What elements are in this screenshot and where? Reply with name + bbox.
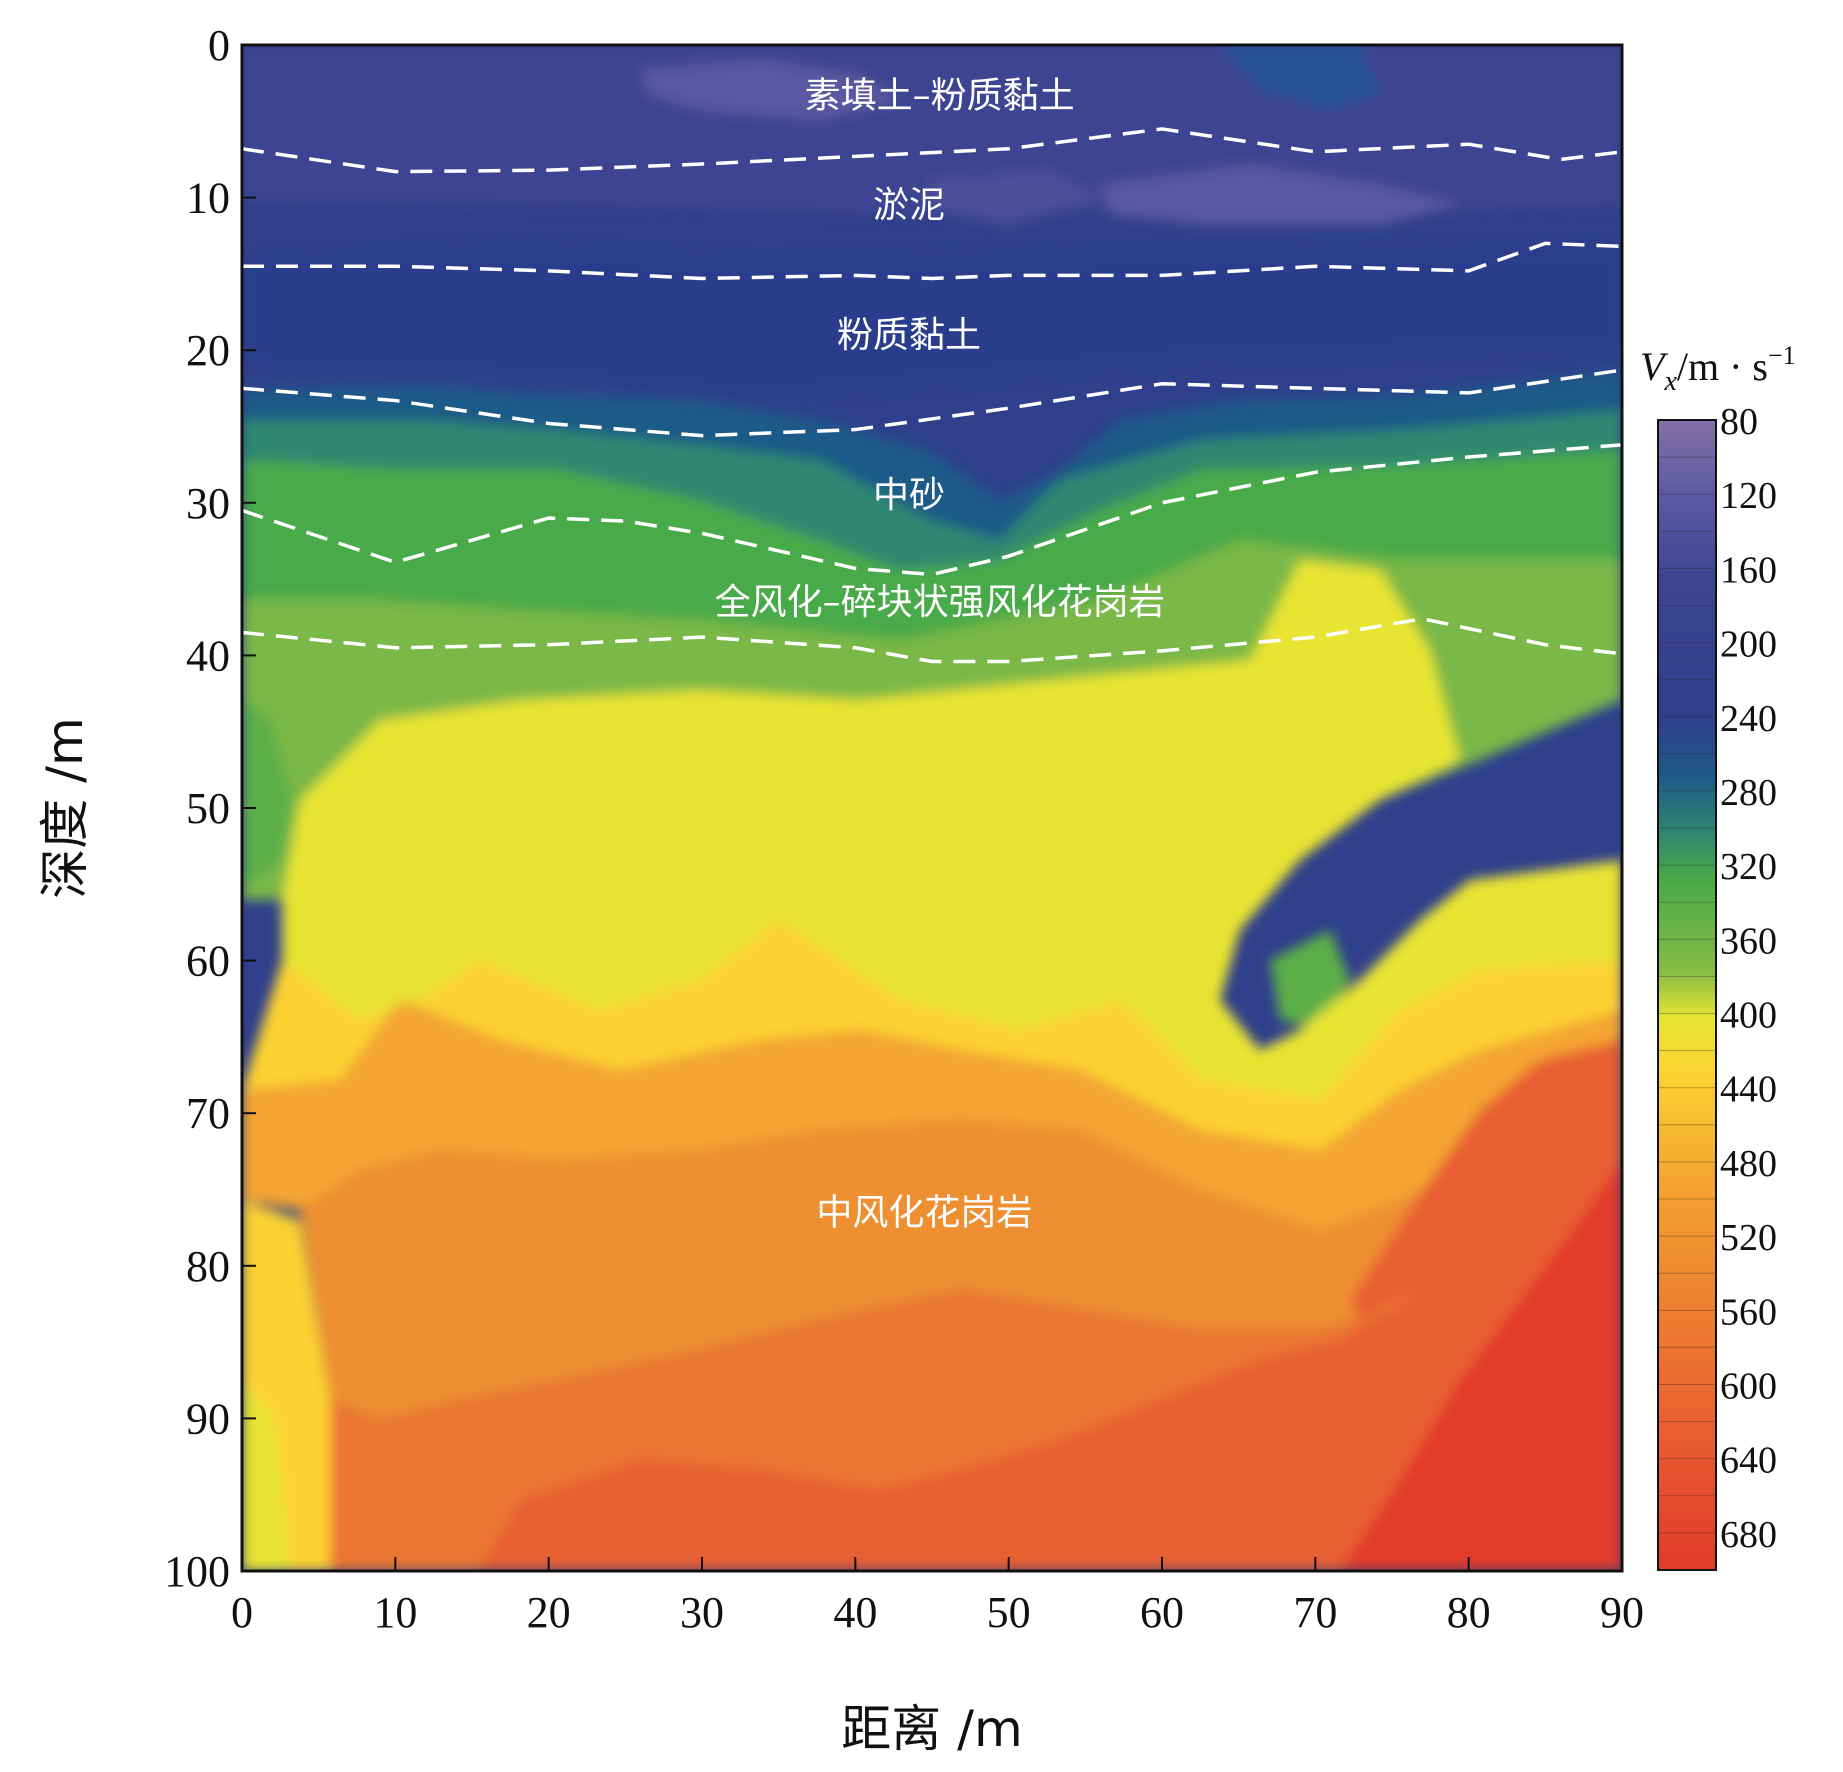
colorbar-labels: 80 120 160 200 240 280 320 360 400 440 480 520 560 60… xyxy=(1720,401,1777,1556)
colorbar-label: 600 xyxy=(1720,1366,1777,1408)
colorbar-title-unit: /m · s xyxy=(1677,344,1768,389)
field-band-red xyxy=(1340,1160,1622,1571)
y-tick-label: 40 xyxy=(186,631,230,680)
x-axis-title: 距离 /m xyxy=(841,1700,1022,1758)
colorbar-label: 320 xyxy=(1720,846,1777,888)
colorbar-label: 160 xyxy=(1720,549,1777,591)
colorbar-title: Vx/m · s−1 xyxy=(1640,341,1796,397)
field-band-yellowleft xyxy=(242,1380,290,1571)
colorbar-label: 680 xyxy=(1720,1514,1777,1556)
layer-label: 中砂 xyxy=(873,475,945,516)
x-tick-label: 90 xyxy=(1600,1588,1644,1637)
field-band-red-top xyxy=(1350,1040,1622,1320)
field-band-redorange xyxy=(480,1150,1622,1571)
y-tick-label: 20 xyxy=(186,326,230,375)
x-tick-label: 60 xyxy=(1140,1588,1184,1637)
layer-boundary-line xyxy=(242,443,1622,577)
colorbar-label: 440 xyxy=(1720,1069,1777,1111)
y-tick-label: 10 xyxy=(186,174,230,223)
colorbar-title-sub: x xyxy=(1663,366,1677,397)
y-axis: 0 10 20 30 40 50 60 70 80 90 100 xyxy=(164,21,256,1596)
colorbar-label: 120 xyxy=(1720,475,1777,517)
x-tick-label: 80 xyxy=(1447,1588,1491,1637)
y-axis-title: 深度 /m xyxy=(36,717,94,898)
colorbar: Vx/m · s−1 80 120 160 200 240 280 320 360 400 440… xyxy=(1640,341,1796,1571)
colorbar-label: 400 xyxy=(1720,995,1777,1037)
y-tick-label: 30 xyxy=(186,479,230,528)
field-band-orange-light xyxy=(242,1000,1622,1230)
layer-label: 淤泥 xyxy=(873,185,945,226)
layer-boundary-line xyxy=(242,127,1622,174)
layer-boundary-line xyxy=(242,241,1622,281)
y-tick-label: 70 xyxy=(186,1089,230,1138)
y-tick-label: 100 xyxy=(164,1547,230,1596)
colorbar-label: 200 xyxy=(1720,624,1777,666)
y-tick-label: 0 xyxy=(208,21,230,70)
field-band-seagreen xyxy=(242,410,1622,570)
y-tick-label: 50 xyxy=(186,784,230,833)
layer-label: 中风化花岗岩 xyxy=(816,1192,1032,1233)
layer-label: 粉质黏土 xyxy=(837,315,981,356)
x-tick-label: 70 xyxy=(1293,1588,1337,1637)
colorbar-gradient xyxy=(1657,419,1717,1571)
x-tick-label: 20 xyxy=(527,1588,571,1637)
x-tick-label: 50 xyxy=(987,1588,1031,1637)
x-axis: 0 10 20 30 40 50 60 70 80 90 xyxy=(231,1557,1644,1637)
colorbar-title-main: V xyxy=(1640,344,1669,389)
field-patch-lavender-3 xyxy=(930,170,1100,225)
field-band-gold xyxy=(242,920,1622,1150)
colorbar-label: 520 xyxy=(1720,1217,1777,1259)
field-patch-blue-2 xyxy=(1220,45,1380,110)
colorbar-lines xyxy=(1658,456,1716,1534)
colorbar-label: 240 xyxy=(1720,698,1777,740)
colorbar-label: 280 xyxy=(1720,772,1777,814)
x-tick-label: 40 xyxy=(833,1588,877,1637)
field-band-yellow xyxy=(282,560,1622,1100)
field-band-lightgreen xyxy=(242,540,1622,1100)
x-tick-label: 30 xyxy=(680,1588,724,1637)
layer-boundary-line xyxy=(242,617,1622,664)
x-tick-label: 10 xyxy=(373,1588,417,1637)
colorbar-title-sup: −1 xyxy=(1768,341,1796,370)
layer-boundary-line xyxy=(242,368,1622,438)
colorbar-label: 80 xyxy=(1720,401,1758,443)
colorbar-label: 560 xyxy=(1720,1291,1777,1333)
field-patch-navy-1 xyxy=(242,245,1622,400)
colorbar-label: 360 xyxy=(1720,920,1777,962)
field-patch-green-left xyxy=(242,700,292,890)
layer-label: 素填土–粉质黏土 xyxy=(805,75,1075,116)
field-patch-lavender-1 xyxy=(1100,165,1460,225)
y-tick-label: 90 xyxy=(186,1394,230,1443)
field-band-teal xyxy=(242,370,1622,540)
field-band-orange xyxy=(300,1090,1622,1420)
colorbar-label: 480 xyxy=(1720,1143,1777,1185)
x-tick-label: 0 xyxy=(231,1588,253,1637)
field-patch-lavender-2 xyxy=(640,60,900,120)
y-tick-label: 60 xyxy=(186,937,230,986)
y-tick-label: 80 xyxy=(186,1242,230,1291)
layer-boundaries xyxy=(242,127,1622,664)
field-band-green xyxy=(242,450,1622,640)
colorbar-label: 640 xyxy=(1720,1440,1777,1482)
layer-label: 全风化–碎块状强风化花岗岩 xyxy=(715,582,1165,623)
